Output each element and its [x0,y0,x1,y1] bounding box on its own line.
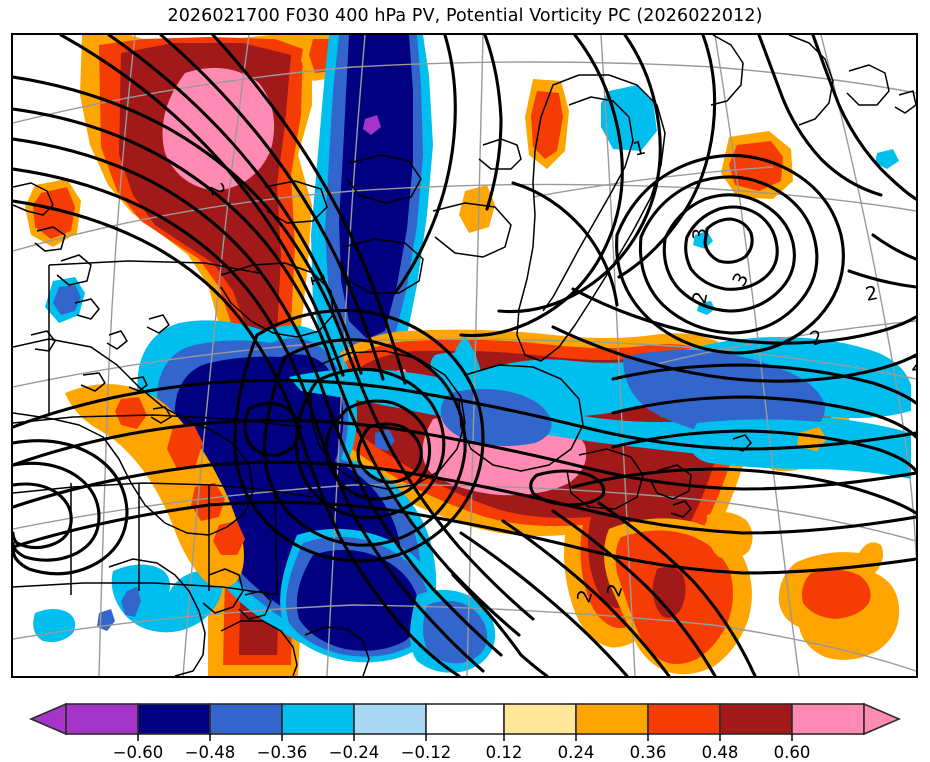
anomaly-midleft-stream-red-c [191,483,225,521]
colorbar-segment-2 [209,703,283,735]
anomaly-midleft-stream-red-a [115,397,147,429]
colorbar-tick-label-8: 0.48 [702,743,739,762]
colorbar: −0.60 −0.48 −0.36 −0.24 −0.12 0.12 0.24 … [0,698,930,762]
colorbar-segment-10 [791,703,865,735]
anomaly-iceland-purple-core [363,115,381,135]
anomaly-great-lakes-cyan-small [33,609,76,642]
anomaly-seflank-orange-spur [706,512,753,559]
contour-label-2-low-centre: 2 [688,290,712,306]
anomaly-low-centre-cyan-dot [693,231,713,249]
colorbar-tick-label-9: 0.60 [774,743,811,762]
anomaly-midleft-royal-a [53,285,81,315]
anomaly-lower-royal-spur [423,600,488,664]
anomaly-baffin-orange-small [459,185,495,233]
contour-label-1-greenland: 1 [631,137,648,161]
colorbar-segment-1 [137,703,211,735]
contour-label-2-east-a: 2 [863,282,879,306]
colorbar-under-arrow [28,702,67,736]
shaded-anomaly-field [25,35,911,676]
contour-lines [13,35,916,676]
colorbar-tick-label-5: 0.12 [486,743,523,762]
anomaly-tiny-cyan-right [875,149,899,169]
coastlines [13,35,916,676]
anomaly-east-negative-cyan-tail [690,419,911,479]
anomaly-great-lakes-royal-a [121,587,141,617]
anomaly-seflank-darkred [652,567,686,618]
colorbar-segment-5 [425,703,505,735]
page-title: 2026021700 F030 400 hPa PV, Potential Vo… [167,6,763,26]
colorbar-segment-9 [719,703,793,735]
anomaly-se-isolated-red [802,569,871,619]
colorbar-canvas: −0.60 −0.48 −0.36 −0.24 −0.12 0.12 0.24 … [28,702,902,762]
contour-label-3-low-centre: 3 [689,228,711,240]
map-canvas: 1 3 2 3 2 2 2 2 2 1 2 1 [13,35,916,676]
colorbar-tick-label-3: −0.24 [329,743,380,762]
colorbar-tick-label-6: 0.24 [558,743,595,762]
anomaly-iceland-red-patch [531,91,563,159]
colorbar-segment-0 [65,703,139,735]
colorbar-segment-4 [353,703,427,735]
graticule-lines [13,35,916,676]
colorbar-over-arrow [863,702,902,736]
anomaly-west-negative-navy-tail2 [296,549,420,651]
contour-label-3-nw: 1 [305,271,329,287]
anomaly-midleft-stream-orange [65,384,244,589]
colorbar-segments [28,702,902,736]
anomaly-iceland-navy [339,35,413,339]
map-plot-area: 1 3 2 3 2 2 2 2 2 1 2 1 [11,33,918,678]
colorbar-ticks [137,734,793,741]
anomaly-midleft-red-a [33,187,75,239]
contour-label-2-east-b: 2 [909,352,916,375]
colorbar-tick-label-1: −0.48 [185,743,236,762]
colorbar-tick-label-7: 0.36 [630,743,667,762]
anomaly-midleft-stream-red-b [167,423,203,469]
colorbar-tick-label-0: −0.60 [113,743,164,762]
colorbar-segment-6 [503,703,577,735]
colorbar-segment-3 [281,703,355,735]
colorbar-tick-label-2: −0.36 [257,743,308,762]
colorbar-tick-labels: −0.60 −0.48 −0.36 −0.24 −0.12 0.12 0.24 … [113,743,811,762]
colorbar-segment-7 [575,703,649,735]
anomaly-east-negative-royal [623,349,825,440]
colorbar-tick-label-4: −0.12 [401,743,452,762]
colorbar-segment-8 [647,703,721,735]
